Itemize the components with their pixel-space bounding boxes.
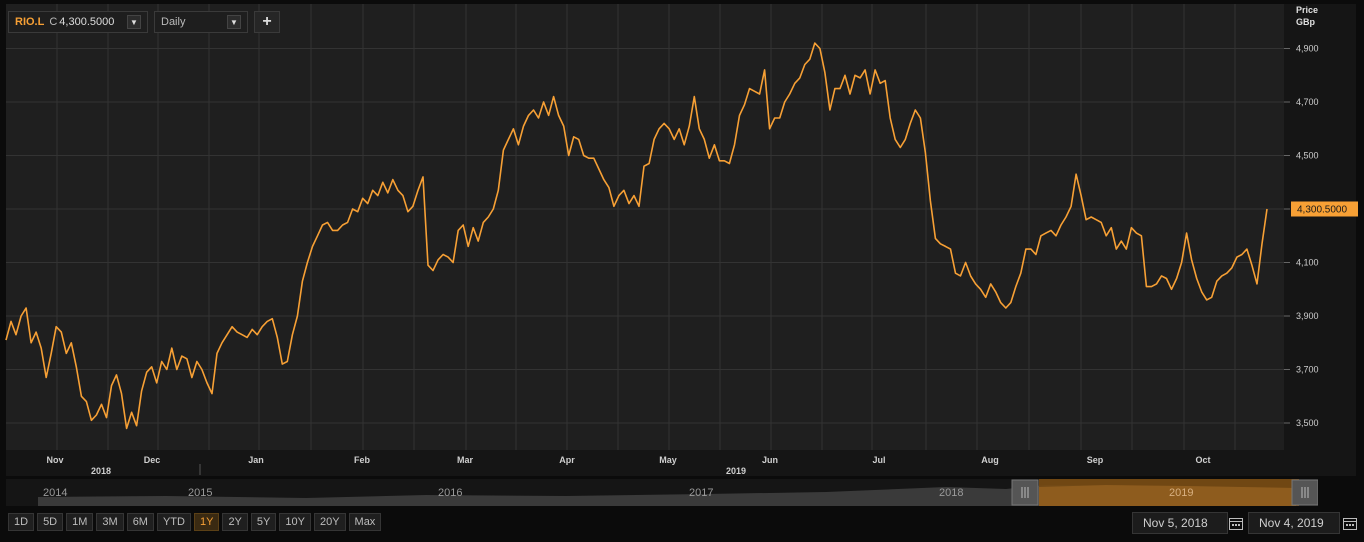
x-month-label: Jan: [248, 455, 264, 465]
x-month-label: Jul: [872, 455, 885, 465]
x-axis-area: [6, 450, 1356, 476]
navigator-year-labels: 2014 2015 2016 2017 2018 2019: [43, 487, 1193, 499]
chevron-down-icon: ▼: [227, 15, 241, 29]
range-button-3m[interactable]: 3M: [96, 513, 124, 531]
y-axis-area: [1284, 4, 1356, 450]
interval-label: Daily: [161, 16, 186, 28]
navigator-year: 2017: [689, 487, 713, 499]
x-month-label: Oct: [1195, 455, 1210, 465]
y-tick-label: 4,500: [1296, 151, 1319, 161]
x-month-label: May: [659, 455, 677, 465]
range-button-ytd[interactable]: YTD: [156, 513, 191, 531]
plus-icon: +: [262, 13, 272, 30]
y-tick-label: 3,900: [1296, 311, 1319, 321]
navigator-left-handle[interactable]: [1011, 479, 1039, 506]
navigator-overview: 2014 2015 2016 2017 2018 2019: [38, 479, 1319, 506]
y-tick-label: 4,100: [1296, 258, 1319, 268]
x-month-label: Apr: [559, 455, 575, 465]
x-month-label: Nov: [46, 455, 63, 465]
unit-currency-label: GBp: [1296, 17, 1316, 27]
vertical-gridlines: [56, 4, 1236, 450]
range-button-5d[interactable]: 5D: [37, 513, 64, 531]
navigator-year: 2019: [1169, 487, 1193, 499]
chart-toolbar: RIO.L C 4,300.5000 ▼ Daily ▼ +: [8, 11, 280, 35]
calendar-icon[interactable]: [1340, 512, 1360, 534]
y-tick-label: 4,900: [1296, 44, 1319, 54]
range-button-6m[interactable]: 6M: [126, 513, 154, 531]
horizontal-gridlines: [6, 48, 1290, 424]
navigator-year: 2015: [188, 487, 212, 499]
plot-area: [6, 4, 1284, 450]
interval-dropdown[interactable]: Daily ▼: [154, 11, 248, 33]
navigator-year: 2014: [43, 487, 67, 499]
calendar-icon[interactable]: [1226, 512, 1246, 534]
end-date-value: Nov 4, 2019: [1259, 516, 1324, 530]
x-month-label: Sep: [1087, 455, 1104, 465]
navigator-year: 2018: [939, 487, 963, 499]
x-month-label: Dec: [144, 455, 161, 465]
x-month-label: Aug: [981, 455, 999, 465]
chevron-down-icon: ▼: [127, 15, 141, 29]
close-prefix: C: [49, 16, 58, 28]
navigator-bar[interactable]: 2014 2015 2016 2017 2018 2019: [6, 479, 1319, 506]
range-button-2y[interactable]: 2Y: [222, 513, 248, 531]
end-date-field[interactable]: Nov 4, 2019: [1248, 512, 1340, 534]
navigator-year: 2016: [438, 487, 462, 499]
symbol-label: RIO.L: [15, 16, 45, 28]
y-tick-label: 3,700: [1296, 365, 1319, 375]
range-button-1m[interactable]: 1M: [66, 513, 94, 531]
range-buttons: 1D 5D 1M 3M 6M YTD 1Y 2Y 5Y 10Y 20Y Max: [8, 513, 382, 531]
close-value: 4,300.5000: [59, 16, 115, 28]
range-button-1d[interactable]: 1D: [8, 513, 35, 531]
unit-price-label: Price: [1296, 5, 1318, 15]
start-date-field[interactable]: Nov 5, 2018: [1132, 512, 1228, 534]
navigator-right-handle[interactable]: [1291, 479, 1319, 506]
y-tick-label: 4,700: [1296, 97, 1319, 107]
last-price-tag: 4,300.5000: [1291, 201, 1358, 217]
range-button-20y[interactable]: 20Y: [313, 513, 346, 531]
y-tick-label: 3,500: [1296, 418, 1319, 428]
x-year-label: 2019: [726, 466, 746, 476]
x-month-label: Mar: [457, 455, 474, 465]
range-button-10y[interactable]: 10Y: [279, 513, 311, 531]
symbol-dropdown[interactable]: RIO.L C 4,300.5000 ▼: [8, 11, 148, 33]
x-year-label: 2018: [91, 466, 111, 476]
x-axis-labels: Nov Dec Jan Feb Mar Apr May Jun Jul Aug Sep Oct 2018…: [46, 455, 1210, 476]
price-line-series: [5, 42, 1268, 430]
x-month-label: Jun: [762, 455, 778, 465]
range-button-1y[interactable]: 1Y: [193, 513, 220, 531]
last-price-label: 4,300.5000: [1297, 205, 1347, 216]
start-date-value: Nov 5, 2018: [1143, 516, 1208, 530]
x-month-label: Feb: [354, 455, 371, 465]
range-button-5y[interactable]: 5Y: [250, 513, 277, 531]
add-study-button[interactable]: +: [254, 11, 280, 33]
range-button-max[interactable]: Max: [348, 513, 382, 531]
